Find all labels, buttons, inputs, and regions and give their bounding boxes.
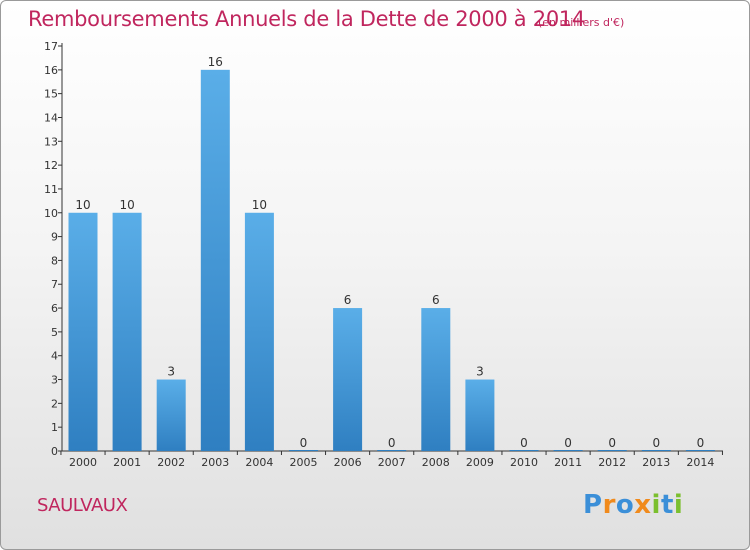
data-label-2005: 0 <box>300 436 308 450</box>
bar-2001[interactable] <box>112 212 142 451</box>
y-tick-label: 1 <box>51 421 58 434</box>
logo-letter: t <box>660 490 674 520</box>
x-axis: 2000 2001 2002 2003 2004 2005 2006 2007 2008 2009… <box>60 450 723 469</box>
x-tick-label: 2009 <box>466 456 494 469</box>
x-tick-label: 2000 <box>69 456 97 469</box>
bar-2008[interactable] <box>421 308 451 451</box>
data-label-2009: 3 <box>476 365 484 379</box>
data-label-2006: 6 <box>344 293 352 307</box>
logo-letter: P <box>583 490 603 520</box>
bar-2011[interactable] <box>553 450 583 451</box>
logo-letter: x <box>634 490 652 520</box>
y-tick-label: 5 <box>51 326 58 339</box>
data-label-2003: 16 <box>208 55 223 69</box>
chart-title: Remboursements Annuels de la Dette de 20… <box>28 7 585 31</box>
bar-2009[interactable] <box>465 379 495 451</box>
bar-2003[interactable] <box>200 69 230 451</box>
x-tick-label: 2007 <box>378 456 406 469</box>
x-tick-label: 2005 <box>290 456 318 469</box>
bar-2014[interactable] <box>685 450 715 451</box>
data-label-2007: 0 <box>388 436 396 450</box>
x-tick-label: 2010 <box>510 456 538 469</box>
unit-note: (en milliers d'€) <box>538 16 625 29</box>
x-tick-label: 2003 <box>201 456 229 469</box>
x-tick-label: 2013 <box>642 456 670 469</box>
y-tick-label: 14 <box>44 111 58 124</box>
x-tick-label: 2006 <box>334 456 362 469</box>
data-label-2010: 0 <box>520 436 528 450</box>
town-name: SAULVAUX <box>37 495 128 516</box>
y-tick-label: 2 <box>51 397 58 410</box>
x-tick-label: 2002 <box>157 456 185 469</box>
y-tick-label: 15 <box>44 88 58 101</box>
data-label-2013: 0 <box>652 436 660 450</box>
bar-2002[interactable] <box>156 379 186 451</box>
proxiti-logo[interactable]: Proxiti <box>583 490 683 520</box>
y-tick-label: 7 <box>51 278 58 291</box>
logo-letter: i <box>651 490 661 520</box>
y-tick-label: 4 <box>51 350 58 363</box>
y-tick-label: 0 <box>51 445 58 458</box>
y-tick-label: 17 <box>44 40 58 53</box>
x-tick-label: 2012 <box>598 456 626 469</box>
data-label-2011: 0 <box>564 436 572 450</box>
logo-letter: i <box>673 490 684 520</box>
y-tick-label: 6 <box>51 302 58 315</box>
y-tick-label: 8 <box>51 254 58 267</box>
data-label-2004: 10 <box>252 198 267 212</box>
y-tick-label: 11 <box>44 183 58 196</box>
bar-2005[interactable] <box>289 450 318 451</box>
y-tick-label: 16 <box>44 64 58 77</box>
bar-2013[interactable] <box>641 450 671 451</box>
y-tick-label: 9 <box>51 231 58 244</box>
x-tick-label: 2014 <box>686 456 714 469</box>
bar-2012[interactable] <box>597 450 627 451</box>
y-tick-label: 12 <box>44 159 58 172</box>
bar-2010[interactable] <box>509 450 539 451</box>
data-label-2000: 10 <box>75 198 90 212</box>
data-label-2014: 0 <box>697 436 705 450</box>
data-label-2001: 10 <box>119 198 134 212</box>
x-tick-label: 2004 <box>245 456 273 469</box>
bar-2004[interactable] <box>244 212 274 451</box>
y-tick-label: 3 <box>51 374 58 387</box>
data-label-2008: 6 <box>432 293 440 307</box>
bar-2006[interactable] <box>333 308 363 451</box>
logo-letter: r <box>602 490 616 520</box>
y-tick-label: 13 <box>44 135 58 148</box>
data-labels: 10 10 3 16 10 0 6 0 6 3 0 0 0 0 0 <box>75 55 704 450</box>
data-label-2002: 3 <box>167 365 175 379</box>
x-tick-label: 2001 <box>113 456 141 469</box>
bar-2007[interactable] <box>377 450 407 451</box>
logo-letter: o <box>615 490 635 520</box>
x-tick-label: 2008 <box>422 456 450 469</box>
x-tick-label: 2011 <box>554 456 582 469</box>
y-tick-label: 10 <box>44 207 58 220</box>
bar-2000[interactable] <box>68 212 98 451</box>
bars <box>68 69 715 451</box>
data-label-2012: 0 <box>608 436 616 450</box>
